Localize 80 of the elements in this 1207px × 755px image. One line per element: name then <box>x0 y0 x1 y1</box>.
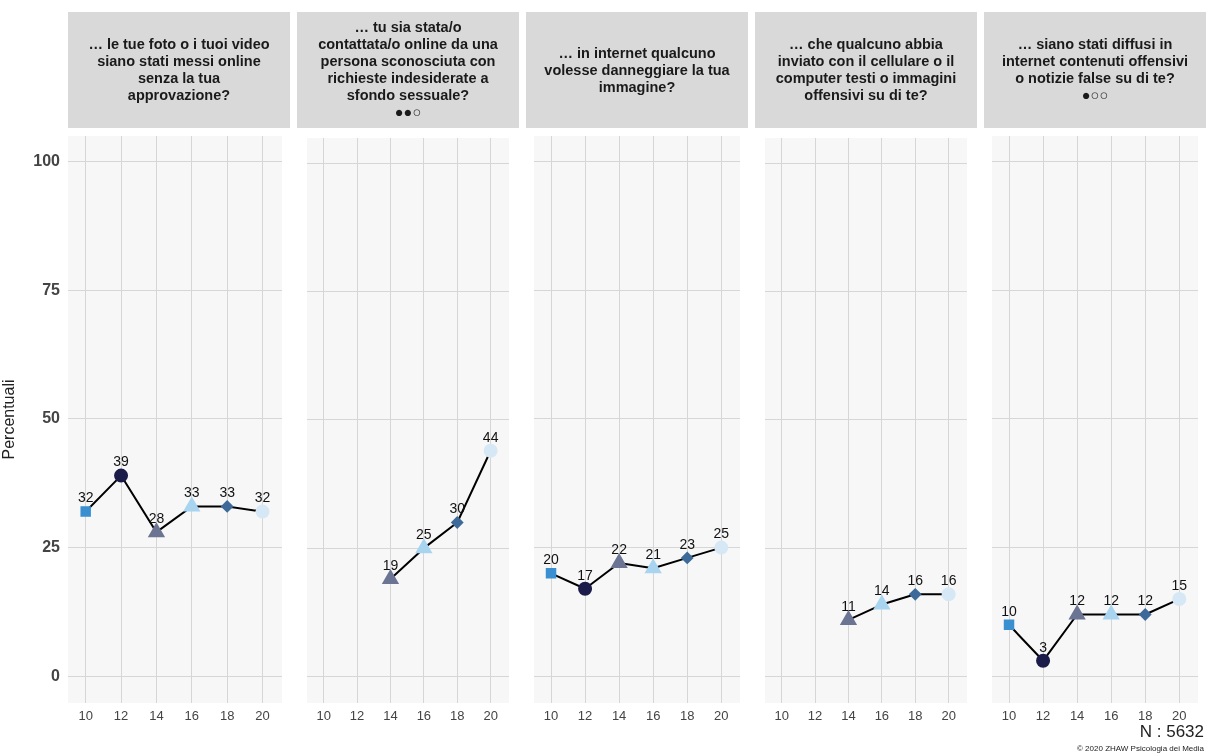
data-label: 19 <box>382 556 399 573</box>
y-tick-label: 75 <box>42 280 61 298</box>
y-tick-label: 0 <box>51 666 61 684</box>
x-tick-label: 20 <box>1172 708 1187 724</box>
x-tick-label: 10 <box>1001 708 1017 724</box>
point <box>1172 592 1187 607</box>
x-tick-label: 10 <box>316 708 331 724</box>
x-tick-label: 10 <box>78 708 93 724</box>
y-tick-label: 50 <box>42 409 61 427</box>
data-label: 25 <box>416 526 432 543</box>
data-label: 21 <box>645 546 662 563</box>
data-label: 11 <box>841 597 856 614</box>
chart-title: … siano stati diffusi in internet contenuti offensivi o notizie false su di te? ●○○ <box>984 12 1206 128</box>
point <box>415 539 432 554</box>
data-label: 33 <box>184 484 200 501</box>
point <box>1139 608 1152 621</box>
x-tick-label: 12 <box>577 708 593 724</box>
point <box>681 551 694 564</box>
x-tick-label: 14 <box>149 708 164 724</box>
point <box>714 540 729 555</box>
x-tick-label: 18 <box>219 708 235 724</box>
y-tick-label: 100 <box>33 152 61 170</box>
x-tick-label: 16 <box>1103 708 1119 724</box>
x-tick-label: 10 <box>543 708 559 724</box>
x-tick-label: 12 <box>807 708 823 724</box>
x-tick-label: 14 <box>1069 708 1085 724</box>
point <box>1003 619 1015 631</box>
x-tick-label: 20 <box>483 708 498 724</box>
data-label: 17 <box>577 566 594 583</box>
x-tick-label: 12 <box>1035 708 1051 724</box>
x-tick-label: 20 <box>714 708 729 724</box>
data-label: 20 <box>543 551 560 568</box>
point <box>645 559 662 574</box>
data-label: 25 <box>713 525 730 542</box>
data-label: 10 <box>1001 602 1018 619</box>
x-tick-label: 12 <box>349 708 365 724</box>
data-label: 16 <box>907 572 924 589</box>
text: N : 5632 <box>1139 722 1204 742</box>
data-label: 33 <box>219 484 236 501</box>
x-tick-label: 18 <box>908 708 923 724</box>
data-label: 32 <box>254 489 271 506</box>
chart-title: … in internet qualcuno volesse danneggiare la tua immagine? <box>526 12 748 128</box>
data-label: 32 <box>77 489 94 506</box>
point <box>483 443 498 458</box>
data-label: 3 <box>1039 638 1048 655</box>
x-tick-label: 14 <box>383 708 398 724</box>
text: © 2020 ZHAW Psicologia dei Media <box>1077 744 1204 753</box>
x-tick-label: 16 <box>645 708 661 724</box>
x-tick-label: 18 <box>679 708 695 724</box>
x-tick-label: 16 <box>184 708 200 724</box>
x-tick-label: 16 <box>416 708 432 724</box>
data-label: 39 <box>113 453 130 470</box>
data-label: 15 <box>1171 576 1188 593</box>
chart-title: … le tue foto o i tuoi video siano stati messi online senza la tua approvazione? <box>68 12 290 128</box>
point <box>382 569 399 584</box>
x-tick-label: 18 <box>450 708 465 724</box>
data-label: 44 <box>482 428 499 445</box>
point <box>578 581 593 596</box>
point <box>611 554 628 569</box>
data-label: 22 <box>611 540 628 557</box>
y-tick-label: 25 <box>42 538 61 556</box>
data-label: 23 <box>679 535 696 552</box>
x-tick-label: 12 <box>113 708 129 724</box>
data-label: 12 <box>1137 592 1154 609</box>
chart-title: … che qualcuno abbia inviato con il cellulare o il computer testi o immagini offensivi su di te? <box>755 12 977 128</box>
x-tick-label: 18 <box>1137 708 1153 724</box>
data-label: 14 <box>874 582 890 599</box>
x-tick-label: 20 <box>255 708 270 724</box>
chart-title: … tu sia stata/o contattata/o online da una persona sconosciuta con richieste indesiderate a sfondo sessuale? ●●○ <box>297 12 519 128</box>
x-tick-label: 16 <box>874 708 890 724</box>
data-label: 28 <box>148 510 165 527</box>
x-tick-label: 20 <box>941 708 956 724</box>
data-label: 12 <box>1069 592 1086 609</box>
y-axis-title: Percentuali <box>0 379 18 460</box>
data-label: 16 <box>940 572 957 589</box>
x-tick-label: 10 <box>774 708 789 724</box>
point <box>1036 653 1051 668</box>
data-label: 12 <box>1103 592 1120 609</box>
x-tick-label: 14 <box>841 708 856 724</box>
x-tick-label: 14 <box>611 708 627 724</box>
